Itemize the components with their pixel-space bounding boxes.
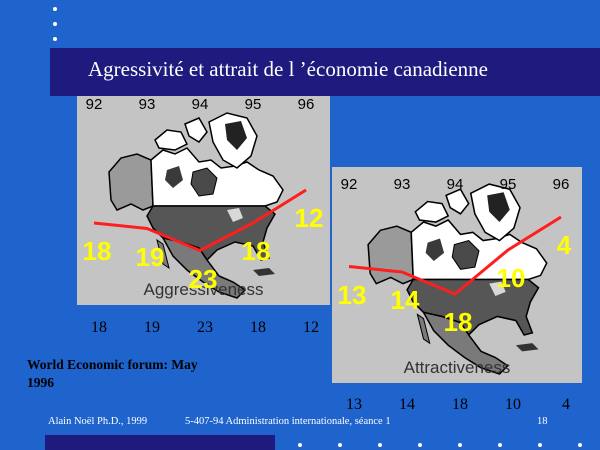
value-label: 12 [303, 319, 319, 336]
series-line [348, 215, 562, 296]
data-label: 12 [294, 203, 324, 233]
data-label: 18 [82, 236, 112, 266]
data-label: 14 [390, 285, 420, 315]
value-label: 14 [399, 396, 415, 413]
decor-dot [298, 443, 302, 447]
attractiveness-values-row: 13 14 18 10 4 [332, 396, 582, 414]
value-label: 19 [144, 319, 160, 336]
decor-dot [458, 443, 462, 447]
decor-dot [338, 443, 342, 447]
value-label: 4 [562, 396, 570, 413]
decor-dot [53, 37, 57, 41]
decor-dot [378, 443, 382, 447]
slide-title: Agressivité et attrait de l ’économie ca… [88, 57, 488, 81]
decor-dot [418, 443, 422, 447]
x-tick-label: 92 [340, 176, 358, 193]
title-bar: Agressivité et attrait de l ’économie ca… [50, 48, 600, 96]
series-line [93, 188, 307, 252]
attractiveness-chart: Attractiveness 92 93 94 95 96 13 14 18 10 4 [332, 167, 582, 383]
value-label: 10 [505, 396, 521, 413]
x-tick-label: 93 [393, 176, 411, 193]
aggressiveness-values-row: 18 19 23 18 12 [77, 319, 327, 337]
value-label: 13 [346, 396, 362, 413]
data-label: 19 [135, 241, 165, 272]
decor-dot [53, 22, 57, 26]
x-tick-label: 95 [499, 176, 517, 193]
footer-course: 5-407-94 Administration internationale, … [185, 416, 391, 427]
decor-dot [53, 7, 57, 11]
page-number: 18 [537, 416, 548, 427]
x-tick-label: 96 [297, 96, 315, 113]
decor-dot [538, 443, 542, 447]
x-tick-label: 94 [191, 96, 209, 113]
decor-dot [578, 443, 582, 447]
chart-caption: Attractiveness [403, 358, 511, 377]
chart-plot-area [93, 188, 307, 252]
footer-bar [45, 435, 275, 450]
x-tick-label: 95 [244, 96, 262, 113]
data-label: 4 [556, 230, 572, 260]
data-label: 18 [241, 236, 271, 266]
x-tick-label: 96 [552, 176, 570, 193]
decor-dot [498, 443, 502, 447]
data-label: 18 [443, 307, 473, 337]
x-tick-label: 92 [85, 96, 103, 113]
x-tick-label: 94 [446, 176, 464, 193]
chart-plot-area [348, 215, 562, 296]
source-note: World Economic forum: May 1996 [27, 357, 198, 390]
data-label: 23 [188, 263, 218, 294]
aggressiveness-chart: Aggressiveness 92 93 94 95 96 18 19 23 18 12 [77, 96, 330, 305]
value-label: 18 [250, 319, 266, 336]
value-label: 23 [197, 319, 213, 336]
footer-author: Alain Noël Ph.D., 1999 [48, 416, 148, 427]
value-label: 18 [91, 319, 107, 336]
x-tick-label: 93 [138, 96, 156, 113]
data-label: 10 [496, 263, 526, 293]
chart-caption: Aggressiveness [143, 280, 264, 299]
value-label: 18 [452, 396, 468, 413]
data-label: 13 [337, 279, 367, 310]
